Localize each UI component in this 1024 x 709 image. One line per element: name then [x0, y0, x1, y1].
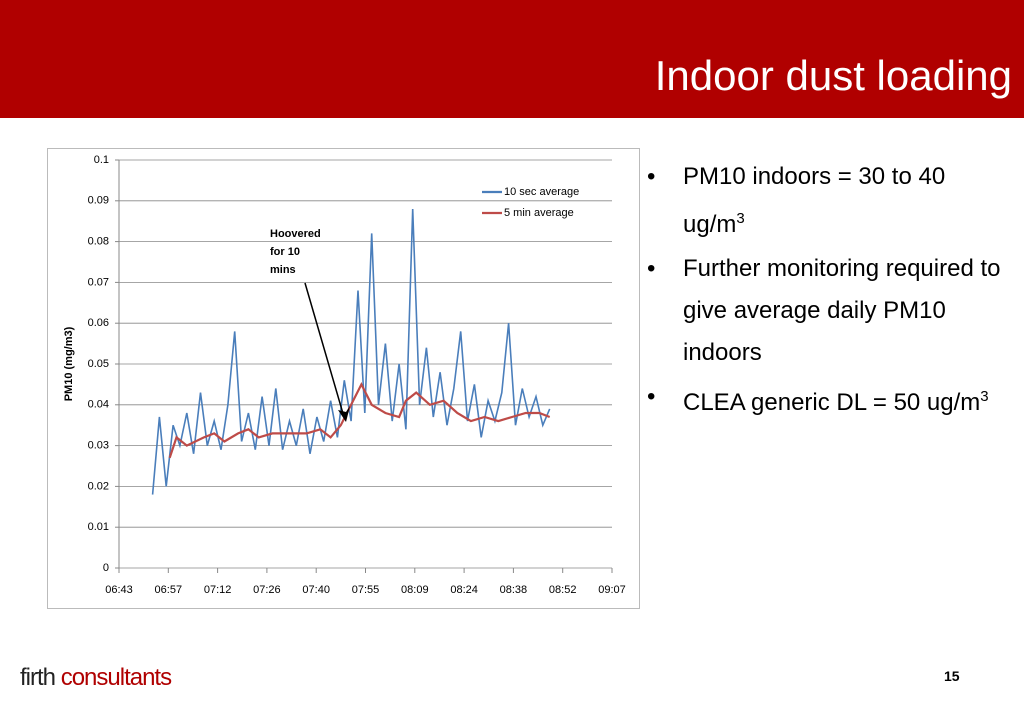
superscript: 3 [980, 388, 989, 405]
legend-label: 5 min average [504, 207, 574, 219]
x-tick-label: 07:55 [352, 584, 380, 596]
x-tick-label: 08:38 [500, 584, 528, 596]
annotation-arrow [304, 282, 345, 418]
y-tick-label: 0.06 [88, 317, 109, 329]
x-tick-label: 07:26 [253, 584, 281, 596]
bullet: PM10 indoors = 30 to 40 ug/m3 [645, 156, 1010, 246]
bullet-text: Further monitoring required to give aver… [683, 255, 1001, 366]
x-tick-label: 08:24 [450, 584, 478, 596]
bullet-text: CLEA generic DL = 50 ug/m [683, 389, 981, 416]
annotation: for 10 [270, 246, 300, 258]
logo: firth consultants [20, 664, 172, 692]
y-tick-label: 0.07 [88, 276, 109, 288]
y-tick-label: 0.1 [94, 154, 109, 166]
x-tick-label: 06:57 [155, 584, 183, 596]
logo-consultants: consultants [60, 664, 172, 691]
page-number: 15 [944, 668, 960, 684]
x-tick-label: 09:07 [598, 584, 626, 596]
bullet-text: PM10 indoors = 30 to 40 ug/m [683, 163, 946, 238]
chart-frame [47, 148, 640, 609]
annotation: Hoovered [270, 228, 321, 240]
y-tick-label: 0.02 [88, 480, 109, 492]
slide-title: Indoor dust loading [654, 52, 1012, 99]
header: Indoor dust loading [0, 0, 1024, 118]
logo-firth: firth [20, 664, 56, 691]
series-line [168, 381, 551, 459]
x-tick-label: 08:09 [401, 584, 429, 596]
legend-label: 10 sec average [504, 186, 579, 198]
series-line [151, 208, 551, 495]
x-tick-label: 07:40 [302, 584, 330, 596]
y-tick-label: 0.01 [88, 521, 109, 533]
annotation: mins [270, 264, 296, 276]
y-axis-label: PM10 (mg/m3) [63, 326, 75, 401]
x-tick-label: 06:43 [105, 584, 133, 596]
y-tick-label: 0.08 [88, 236, 109, 248]
superscript: 3 [736, 210, 745, 227]
x-tick-label: 08:52 [549, 584, 577, 596]
y-tick-label: 0.09 [88, 195, 109, 207]
x-tick-label: 07:12 [204, 584, 232, 596]
bullet-list: PM10 indoors = 30 to 40 ug/m3Further mon… [645, 156, 1010, 426]
bullet: Further monitoring required to give aver… [645, 248, 1010, 374]
y-tick-label: 0.04 [88, 399, 109, 411]
arrow-head [338, 406, 350, 422]
y-tick-label: 0 [103, 562, 109, 574]
bullet: CLEA generic DL = 50 ug/m3 [645, 376, 1010, 424]
y-tick-label: 0.05 [88, 358, 109, 370]
y-tick-label: 0.03 [88, 440, 109, 452]
